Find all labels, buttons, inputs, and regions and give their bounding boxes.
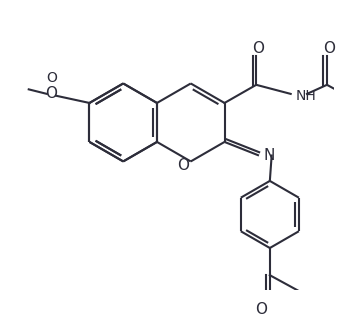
Text: O: O [46,71,57,85]
Text: O: O [178,158,190,172]
Text: O: O [45,87,58,101]
Text: O: O [252,41,264,56]
Text: O: O [255,302,267,317]
Text: N: N [264,148,275,163]
Text: NH: NH [295,89,316,103]
Text: O: O [323,41,335,56]
